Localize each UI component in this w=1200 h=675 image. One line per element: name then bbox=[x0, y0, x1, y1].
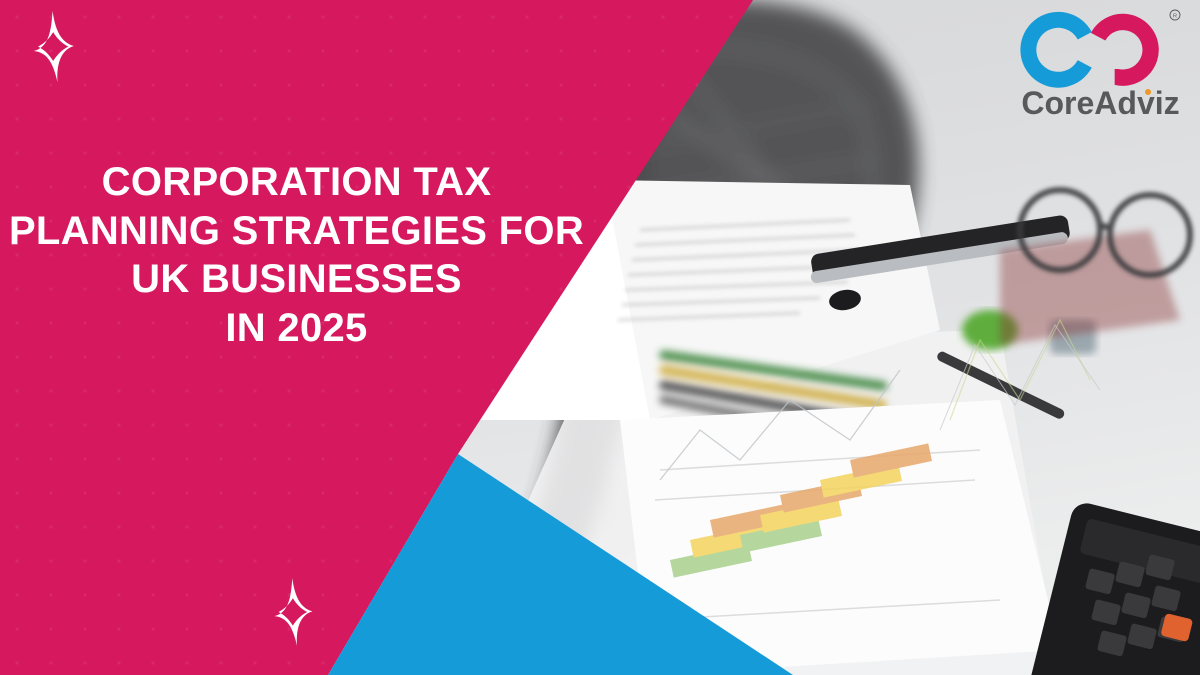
svg-text:R: R bbox=[1173, 13, 1177, 19]
